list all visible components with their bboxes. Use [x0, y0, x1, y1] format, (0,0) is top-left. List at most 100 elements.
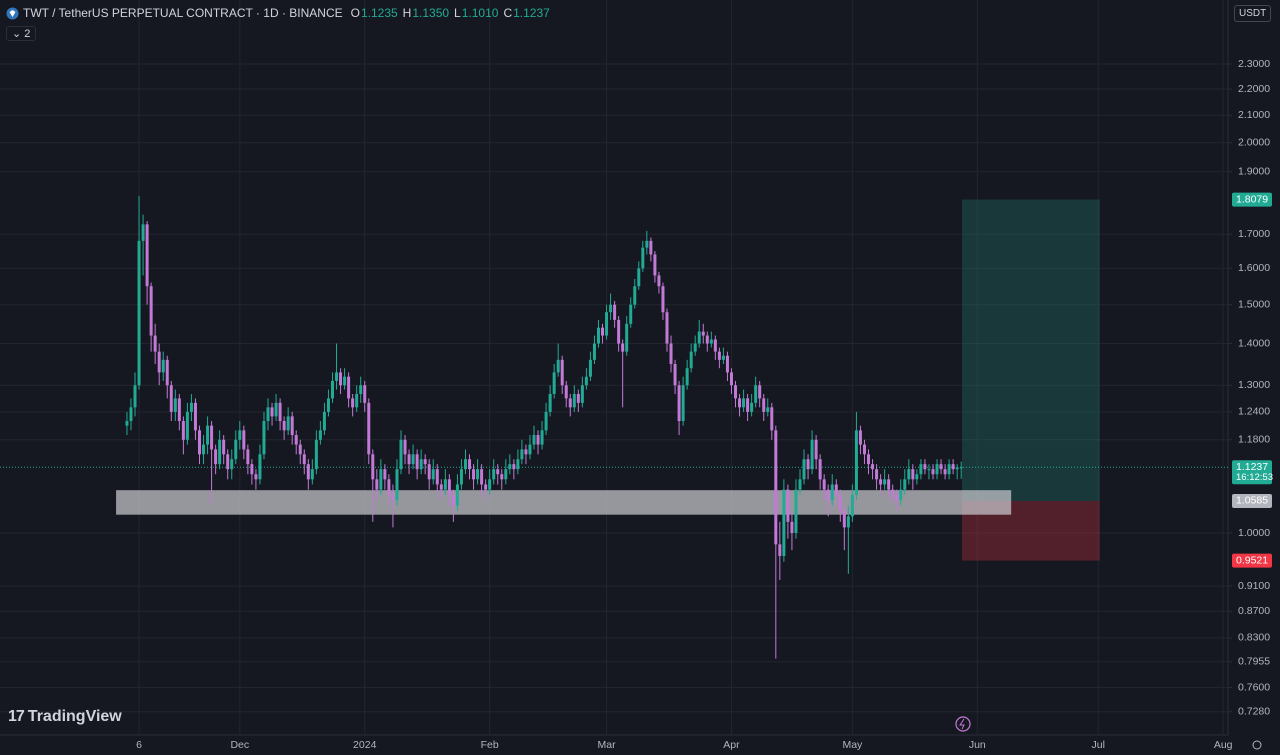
candle-body: [721, 355, 725, 360]
candle-body: [262, 421, 266, 455]
candle-body: [274, 402, 278, 417]
candle-body: [556, 359, 560, 373]
entry-price-label: 1.0585: [1236, 495, 1268, 507]
candle-body: [375, 479, 379, 490]
alert-icon[interactable]: [955, 716, 971, 732]
candle-body: [927, 469, 931, 471]
candle-body: [202, 444, 206, 455]
candle-body: [528, 444, 532, 455]
candle-body: [500, 474, 504, 480]
candle-body: [415, 454, 419, 470]
last-price-label-bg: [1232, 460, 1272, 485]
x-tick-label: May: [842, 739, 863, 751]
candle-body: [480, 469, 484, 485]
candle-body: [435, 469, 439, 485]
candle-body: [617, 319, 621, 344]
candle-body: [302, 454, 306, 465]
candle-body: [919, 464, 923, 475]
candle-body: [544, 411, 548, 431]
candle-body: [335, 372, 339, 381]
candle-body: [476, 469, 480, 480]
candle-body: [915, 474, 919, 480]
candle-body: [520, 449, 524, 460]
candle-body: [367, 402, 371, 455]
y-tick-label: 0.9100: [1238, 580, 1270, 592]
candle-body: [411, 454, 415, 465]
candle-body: [669, 343, 673, 365]
candle-body: [230, 459, 234, 470]
candle-body: [395, 469, 399, 501]
y-tick-label: 1.1800: [1238, 434, 1270, 446]
candle-body: [447, 479, 451, 495]
candle-body: [592, 343, 596, 360]
candle-body: [423, 459, 427, 465]
watermark: 17 TradingView: [8, 708, 122, 726]
candle-body: [681, 385, 685, 422]
candle-body: [451, 494, 455, 506]
y-tick-label: 1.0000: [1238, 527, 1270, 539]
candle-body: [145, 224, 149, 287]
candle-body: [359, 385, 363, 394]
support-zone: [116, 490, 1012, 515]
candle-body: [125, 421, 129, 426]
candle-body: [822, 479, 826, 490]
candle-body: [725, 355, 729, 373]
symbol-icon: [6, 7, 19, 19]
candle-body: [907, 469, 911, 480]
candle-body: [653, 254, 657, 276]
candle-body: [588, 359, 592, 377]
entry-price-label-bg: [1232, 493, 1272, 508]
candle-body: [484, 484, 488, 490]
candle-body: [310, 469, 314, 480]
y-tick-label: 0.7955: [1238, 656, 1270, 668]
candle-body: [951, 464, 955, 470]
candle-body: [488, 479, 492, 490]
candle-body: [947, 464, 951, 475]
candle-body: [347, 376, 351, 399]
candle-body: [649, 240, 653, 255]
candle-body: [621, 343, 625, 352]
candle-body: [427, 464, 431, 480]
stop-price-label: 0.9521: [1236, 554, 1268, 566]
candle-body: [407, 454, 411, 465]
candle-body: [717, 351, 721, 360]
x-tick-label: Jul: [1092, 739, 1105, 751]
candle-body: [238, 430, 242, 440]
candle-body: [129, 407, 133, 422]
candle-body: [637, 268, 641, 287]
target-price-label: 1.8079: [1236, 193, 1268, 205]
candle-body: [250, 464, 254, 475]
y-tick-label: 2.3000: [1238, 58, 1270, 70]
candle-body: [532, 435, 536, 445]
candle-body: [258, 454, 262, 480]
candle-body: [955, 467, 959, 470]
legend-value: 1.1237: [513, 6, 550, 20]
candle-body: [242, 430, 246, 450]
candle-body: [472, 469, 476, 480]
x-tick-label: Feb: [481, 739, 499, 751]
settings-icon[interactable]: [1252, 740, 1262, 750]
candle-body: [286, 416, 290, 431]
candle-body: [206, 425, 210, 445]
ohlc-values: O 1.1235 H 1.1350 L 1.1010 C 1.1237: [347, 6, 550, 20]
x-tick-label: 2024: [353, 739, 377, 751]
candle-body: [185, 411, 189, 440]
candle-body: [189, 402, 193, 412]
candle-body: [463, 459, 467, 470]
candle-body: [673, 364, 677, 386]
price-axis-bg: [1228, 0, 1280, 755]
candle-body: [774, 430, 778, 545]
candle-body: [355, 393, 359, 408]
candle-body: [818, 459, 822, 480]
candle-body: [326, 398, 330, 412]
x-tick-label: Mar: [597, 739, 616, 751]
candle-body: [282, 421, 286, 431]
candle-body: [794, 489, 798, 533]
currency-button[interactable]: USDT: [1234, 5, 1272, 22]
candle-body: [879, 479, 883, 485]
candle-body: [439, 484, 443, 490]
candle-body: [709, 339, 713, 344]
candle-body: [516, 459, 520, 470]
legend-value: 1.1235: [360, 6, 398, 20]
indicator-toggle[interactable]: ⌄ 2: [6, 26, 37, 41]
